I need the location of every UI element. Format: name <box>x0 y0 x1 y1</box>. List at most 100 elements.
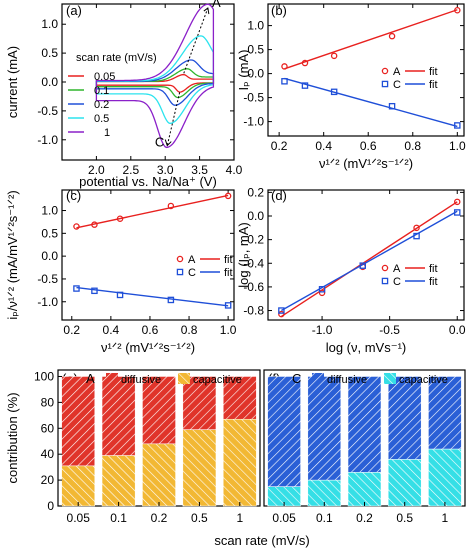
panel-e-bar-capacitive-0.05 <box>61 465 96 507</box>
panel-d-legend-fit-label-A: fit <box>429 263 438 275</box>
panel-c-legend-label-C: C <box>188 267 196 279</box>
panel-f-bar-capacitive-0.2 <box>347 472 382 507</box>
panel-f-category-label: 0.1 <box>316 511 333 525</box>
panel-f-legend-swatch-diffusive <box>312 373 324 384</box>
panel-c-point-A <box>73 223 80 230</box>
panel-f-subtitle: C <box>292 371 301 386</box>
panel-e-bar-diffusive-0.1 <box>101 376 136 456</box>
panel-b-point-A <box>330 52 338 60</box>
panel-e-legend-swatch-diffusive <box>106 373 118 384</box>
panel-d-point-C <box>278 307 285 314</box>
annotation-C: C <box>155 135 164 150</box>
panel-b-xtick-label: 0.4 <box>315 139 332 153</box>
panel-d-point-A <box>278 310 285 318</box>
panel-d-ytick-label: 0.2 <box>247 185 264 199</box>
panel-label-b: (b) <box>271 3 287 18</box>
panel-e-bar-capacitive-0.1 <box>101 455 136 507</box>
panel-d-xlabel: log (ν, mVs⁻¹) <box>326 340 407 355</box>
panel-e-legend-label-diffusive: diffusive <box>121 374 161 386</box>
panel-c-xtick-label: 0.4 <box>103 323 120 337</box>
panel-c-point-A <box>167 202 175 210</box>
panel-b-ytick-label: 1.0 <box>247 19 264 33</box>
panel-e-legend-label-capacitive: capacitive <box>193 374 242 386</box>
panel-e-ytick-label: 60 <box>41 421 55 435</box>
panel-c-xtick-label: 0.2 <box>63 323 80 337</box>
panel-d-point-A <box>413 224 420 232</box>
panel-a-ytick-label: 1.0 <box>41 17 58 31</box>
panel-d-legend-label-C: C <box>393 276 401 288</box>
panel-e-ytick-label: 40 <box>41 447 55 461</box>
panel-b-xtick-label: 0.6 <box>360 139 377 153</box>
panel-b-xlabel: ν¹ᐟ² (mV¹ᐟ²s⁻¹ᐟ²) <box>319 156 413 171</box>
panel-c-legend-marker-C <box>176 268 184 276</box>
panel-c-xtick-label: 0.6 <box>142 323 159 337</box>
panel-c-frame <box>61 189 235 321</box>
panel-a-ytick-label: 0.0 <box>41 75 58 89</box>
panel-b-point-C <box>388 102 396 110</box>
panel-f-bar-capacitive-1 <box>428 448 462 507</box>
panel-b-point-A <box>281 63 288 70</box>
panel-c-legend-label-A: A <box>188 254 196 266</box>
panel-d-frame <box>267 189 465 321</box>
panel-b-ytick-label: 0.0 <box>247 67 264 81</box>
panel-f-legend-label-capacitive: capacitive <box>399 374 448 386</box>
panel-e-legend-swatch-capacitive <box>178 373 190 384</box>
annotation-A: A <box>212 0 221 10</box>
cv-curve-1 <box>95 3 215 149</box>
panel-a-xlabel: potential vs. Na/Na⁺ (V) <box>79 174 217 189</box>
panel-c-point-A <box>224 192 232 200</box>
panel-e-bar-capacitive-1 <box>222 418 257 507</box>
panel-c-ytick-label: -1.0 <box>37 295 58 309</box>
panel-c-ytick-label: 1.0 <box>41 204 58 218</box>
panel-c-point-C <box>224 302 232 309</box>
panel-d-point-C <box>413 232 420 240</box>
panel-e-ytick-label: 0 <box>47 499 54 513</box>
panel-e-bar-diffusive-1 <box>222 376 257 420</box>
panel-f-category-label: 1 <box>442 511 449 525</box>
panel-a-legend-title: scan rate (mV/s) <box>76 52 157 64</box>
panel-a-xtick-label: 2.5 <box>122 163 139 177</box>
panel-e-bar-diffusive-0.2 <box>142 376 176 445</box>
panel-d-xtick-label: 0.0 <box>449 323 466 337</box>
panel-e-bar-capacitive-0.2 <box>142 443 176 507</box>
panel-d-point-A <box>318 289 326 297</box>
panel-b-fit-line-A <box>284 9 458 70</box>
legend-label-0.5: 0.5 <box>94 113 109 125</box>
panel-a-xtick-label: 4.0 <box>226 163 243 177</box>
panel-d-xtick-label: -1.0 <box>312 323 333 337</box>
panel-c-point-C <box>167 296 175 304</box>
panel-c-point-C <box>73 285 80 292</box>
peak-shift-guide-A <box>183 7 209 74</box>
panel-e-category-label: 1 <box>236 511 243 525</box>
panel-a-ylabel: current (mA) <box>5 46 20 118</box>
panel-c-xlabel: ν¹ᐟ² (mV¹ᐟ²s⁻¹ᐟ²) <box>101 340 195 355</box>
panel-d-point-C <box>453 209 461 216</box>
panel-c-ytick-label: -0.5 <box>37 272 58 286</box>
panel-d-point-A <box>453 198 461 206</box>
panel-f-legend-swatch-capacitive <box>384 373 396 384</box>
panel-b-legend-marker-C <box>381 80 389 88</box>
panel-a-xtick-label: 3.5 <box>191 163 208 177</box>
panel-b-point-C <box>281 78 288 85</box>
panel-d-ytick-label: -0.6 <box>243 280 264 294</box>
panel-b-point-C <box>454 122 461 129</box>
panel-d-ylabel: log (Iₚ, mA) <box>236 222 251 288</box>
panel-e-ylabel: contribution (%) <box>5 392 20 483</box>
panel-d-point-C <box>318 286 326 293</box>
panel-b-legend-fit-label-C: fit <box>429 79 438 91</box>
panel-b-ytick-label: -0.5 <box>243 91 264 105</box>
panel-f-category-label: 0.05 <box>272 511 296 525</box>
panel-a-xtick-label: 2.0 <box>88 163 105 177</box>
panel-e-category-label: 0.05 <box>67 511 91 525</box>
panel-label-d: (d) <box>271 188 287 203</box>
panel-c-point-A <box>116 215 124 222</box>
panel-b-xtick-label: 1.0 <box>449 139 466 153</box>
panel-d-legend-fit-label-C: fit <box>429 276 438 288</box>
panel-b-ytick-label: 0.5 <box>247 43 264 57</box>
panel-c-ytick-label: 0.5 <box>41 226 58 240</box>
panel-d-fit-line-A <box>280 201 458 318</box>
panel-e-ytick-label: 100 <box>34 369 54 383</box>
panel-b-point-A <box>388 32 396 40</box>
panel-b-point-C <box>301 82 309 89</box>
panel-c-legend-marker-A <box>176 255 184 263</box>
